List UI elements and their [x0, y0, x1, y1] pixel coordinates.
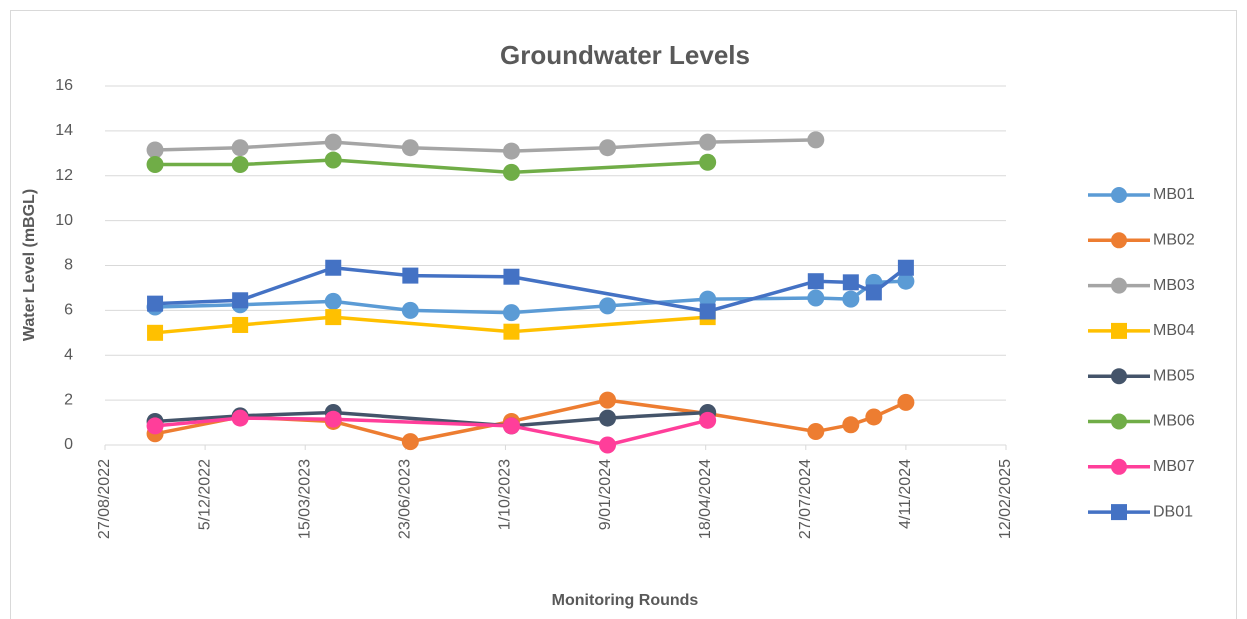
x-axis-title: Monitoring Rounds	[552, 592, 699, 609]
series-line	[154, 410, 708, 428]
data-point	[599, 139, 617, 157]
legend-label: MB01	[1153, 186, 1195, 203]
data-point	[842, 416, 860, 434]
x-tick-label: 27/08/2022	[96, 459, 113, 539]
data-point	[502, 142, 520, 160]
data-point	[599, 436, 617, 454]
legend-marker	[1111, 413, 1127, 430]
x-tick-label: 15/03/2023	[296, 459, 313, 539]
data-point	[699, 133, 717, 151]
legend-marker	[1111, 458, 1127, 475]
legend-label: MB04	[1153, 322, 1195, 339]
y-tick-label: 16	[55, 77, 73, 94]
data-point	[807, 273, 824, 290]
x-tick-label: 18/04/2024	[697, 459, 714, 539]
data-point	[807, 423, 825, 441]
data-point	[897, 259, 914, 276]
data-point	[842, 274, 859, 291]
data-point	[699, 290, 717, 308]
data-point	[401, 139, 419, 157]
data-point	[401, 433, 419, 451]
data-point	[599, 297, 617, 315]
chart-frame	[10, 10, 1237, 619]
y-axis-title: Water Level (mBGL)	[21, 189, 38, 341]
data-point	[699, 411, 717, 429]
data-point	[807, 289, 825, 307]
legend-label: MB07	[1153, 458, 1195, 475]
y-tick-label: 8	[64, 257, 73, 274]
x-tick-label: 1/10/2023	[497, 459, 514, 530]
data-point	[897, 272, 915, 290]
legend-marker	[1111, 232, 1127, 249]
y-tick-label: 0	[64, 436, 73, 453]
data-point	[325, 259, 342, 276]
data-point	[865, 284, 882, 301]
data-point	[231, 156, 249, 174]
data-point	[147, 295, 164, 312]
data-point	[502, 163, 520, 181]
legend-label: DB01	[1153, 503, 1193, 520]
data-point	[842, 290, 860, 308]
data-point	[599, 391, 617, 409]
legend-marker	[1111, 277, 1127, 294]
legend-marker	[1111, 322, 1127, 339]
data-point	[699, 153, 717, 171]
y-tick-label: 2	[64, 391, 73, 408]
y-tick-label: 6	[64, 302, 73, 319]
chart-title: Groundwater Levels	[500, 40, 750, 70]
y-tick-label: 14	[55, 122, 73, 139]
legend-marker	[1111, 187, 1127, 203]
series-line	[155, 138, 816, 153]
legend-marker	[1111, 368, 1127, 385]
data-point	[897, 393, 915, 411]
legend-label: MB05	[1153, 367, 1195, 384]
data-point	[147, 324, 164, 341]
y-tick-label: 12	[55, 167, 73, 184]
data-point	[865, 408, 883, 426]
data-point	[325, 309, 342, 326]
legend-label: MB06	[1153, 413, 1195, 430]
data-point	[231, 139, 249, 157]
legend-label: MB02	[1153, 232, 1195, 249]
data-point	[324, 133, 342, 151]
data-point	[146, 156, 164, 174]
x-tick-label: 23/06/2023	[397, 459, 414, 539]
data-point	[503, 323, 520, 340]
data-point	[402, 267, 419, 284]
series-line	[154, 416, 709, 447]
legend-marker	[1111, 504, 1127, 521]
data-point	[146, 417, 164, 435]
data-point	[502, 304, 520, 322]
x-tick-label: 9/01/2024	[597, 459, 614, 530]
data-point	[146, 141, 164, 159]
data-point	[699, 303, 716, 320]
data-point	[231, 409, 249, 427]
x-tick-label: 4/11/2024	[897, 459, 914, 529]
legend-label: MB03	[1153, 277, 1195, 294]
series-line	[154, 265, 907, 314]
y-tick-label: 4	[64, 346, 73, 363]
data-point	[807, 131, 825, 149]
data-point	[599, 409, 617, 427]
data-point	[503, 268, 520, 285]
x-tick-label: 12/02/2025	[997, 459, 1014, 539]
data-point	[324, 292, 342, 310]
data-point	[232, 292, 249, 309]
data-point	[324, 410, 342, 428]
data-point	[502, 417, 520, 435]
data-point	[324, 151, 342, 169]
x-tick-label: 5/12/2022	[196, 459, 213, 530]
y-tick-label: 10	[55, 212, 73, 229]
x-tick-label: 27/07/2024	[797, 459, 814, 539]
data-point	[401, 301, 419, 319]
data-point	[232, 316, 249, 333]
